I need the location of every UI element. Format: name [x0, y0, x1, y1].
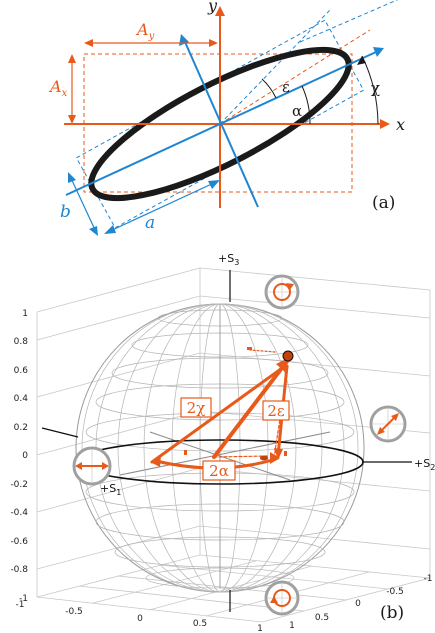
- svg-text:2χ: 2χ: [187, 399, 206, 417]
- svg-text:0: 0: [355, 599, 361, 609]
- y-axis-arrow: [215, 6, 225, 16]
- epsilon-label: ε: [282, 78, 290, 96]
- svg-text:0.4: 0.4: [14, 394, 29, 404]
- epsilon-arc: [261, 78, 277, 99]
- projection-point: [260, 455, 268, 461]
- ay-arrow-right: [209, 39, 218, 47]
- svg-text:0.8: 0.8: [14, 337, 29, 347]
- icon-circular-bottom: [264, 580, 300, 616]
- minor-axis: [184, 41, 259, 208]
- minor-axis-arrow: [179, 34, 189, 46]
- panel-a-label: (a): [372, 193, 395, 213]
- vector-arrowhead: [276, 358, 288, 372]
- axis-y-label: y: [207, 0, 218, 15]
- b-arrow-bottom: [89, 226, 98, 236]
- label-2eps: 2ε: [262, 400, 290, 421]
- ax-arrow-top: [68, 54, 76, 63]
- svg-text:1: 1: [289, 621, 295, 631]
- alpha-arc: [301, 85, 311, 125]
- panel-b-label: (b): [380, 603, 404, 623]
- svg-text:-1: -1: [16, 600, 25, 610]
- s1-label: +S1: [100, 482, 121, 497]
- a-dimension: [107, 181, 217, 233]
- b-label: b: [60, 202, 71, 222]
- ax-label: Ax: [48, 77, 68, 99]
- svg-text:-0.2: -0.2: [10, 480, 28, 490]
- x-axis-arrow: [380, 119, 390, 129]
- major-axis-arrow: [373, 47, 384, 57]
- polarization-ellipse: [88, 46, 352, 202]
- stokes-vectors: [150, 349, 290, 470]
- s2-inner-axis: [119, 431, 331, 476]
- svg-text:0: 0: [22, 451, 28, 461]
- axes-box: [36, 267, 431, 623]
- svg-text:0.5: 0.5: [315, 613, 329, 623]
- y-ticks: 1 0.5 0 -0.5 -1: [289, 574, 432, 631]
- s1-axis: [41, 427, 79, 438]
- z-ticks: 1 0.8 0.6 0.4 0.2 0 -0.2 -0.4 -0.6 -0.8 …: [10, 309, 28, 604]
- x-ticks: -1 -0.5 0 0.5 1: [16, 600, 263, 633]
- stokes-point: [282, 350, 294, 362]
- a-arrow-left: [104, 225, 116, 234]
- b-arrow-top: [68, 172, 76, 183]
- svg-text:1: 1: [257, 624, 263, 633]
- label-2alpha: 2α: [202, 460, 236, 481]
- alpha-label: α: [292, 102, 302, 120]
- svg-text:-1: -1: [19, 594, 28, 604]
- svg-text:-1: -1: [424, 574, 433, 584]
- 2alpha-arrow-right: [270, 452, 280, 464]
- svg-text:0.5: 0.5: [193, 619, 207, 629]
- icon-circular-top: [264, 274, 300, 310]
- epsilon-guide: [219, 9, 331, 125]
- svg-text:0.6: 0.6: [14, 366, 29, 376]
- svg-text:1: 1: [22, 309, 28, 319]
- ay-arrow-left: [84, 39, 93, 47]
- ay-label: Ay: [135, 20, 155, 42]
- svg-text:2ε: 2ε: [267, 402, 285, 420]
- svg-text:0: 0: [137, 614, 143, 624]
- icon-linear-diagonal: [369, 405, 407, 443]
- marker-1: [247, 347, 252, 350]
- panel-a: x y Ay Ax a b ε α χ (a): [48, 0, 405, 236]
- label-2chi: 2χ: [180, 397, 212, 418]
- a-label: a: [145, 213, 155, 233]
- marker-3: [284, 451, 287, 456]
- 2eps-arrow: [274, 448, 283, 460]
- svg-text:-0.8: -0.8: [10, 565, 28, 575]
- icon-linear-horizontal: [72, 446, 112, 486]
- axis-x-label: x: [396, 115, 405, 134]
- chi-arc-arrow: [357, 56, 366, 65]
- diag-guide: [299, 0, 399, 43]
- s3-label: +S3: [218, 252, 239, 267]
- svg-text:0.2: 0.2: [14, 423, 28, 433]
- svg-text:-0.5: -0.5: [65, 607, 83, 617]
- svg-text:-0.5: -0.5: [386, 587, 404, 597]
- chi-label: χ: [371, 79, 380, 97]
- marker-2: [184, 450, 187, 455]
- chi-guide: [219, 29, 371, 125]
- a-arrow-right: [208, 180, 220, 189]
- s2-label: +S2: [414, 457, 435, 472]
- ax-arrow-bottom: [68, 115, 76, 124]
- 2alpha-arrow-left: [150, 456, 161, 467]
- b-dimension: [69, 175, 97, 233]
- svg-text:-0.6: -0.6: [10, 537, 28, 547]
- panel-b: 2χ 2ε 2α: [10, 252, 435, 633]
- svg-text:2α: 2α: [209, 462, 229, 480]
- svg-text:-0.4: -0.4: [10, 508, 28, 518]
